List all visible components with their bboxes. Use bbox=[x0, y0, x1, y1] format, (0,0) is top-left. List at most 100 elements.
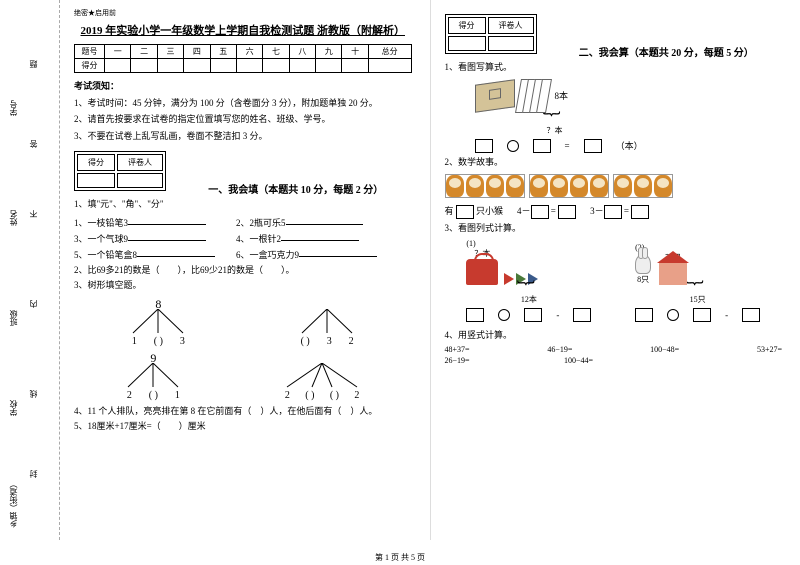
q2: 2、比69多21的数是（ ），比69少21的数是（ ）。 bbox=[74, 264, 412, 278]
spine-cut: 线 bbox=[28, 390, 39, 398]
monkey-icon bbox=[506, 175, 524, 197]
td: 得分 bbox=[75, 59, 105, 73]
th: 一 bbox=[105, 45, 131, 59]
page-footer: 第 1 页 共 5 页 bbox=[0, 552, 800, 563]
q1-item: 2、2瓶可乐5 bbox=[236, 215, 398, 229]
th: 九 bbox=[316, 45, 342, 59]
answer-box[interactable] bbox=[475, 139, 493, 153]
answer-box[interactable] bbox=[631, 205, 649, 219]
monkey-group bbox=[445, 174, 525, 198]
th: 七 bbox=[263, 45, 289, 59]
spine-cut: 不 bbox=[28, 210, 39, 218]
section-scorebox: 得分评卷人 bbox=[445, 14, 537, 54]
confidential-mark: 绝密★启用前 bbox=[74, 8, 412, 18]
monkey-group bbox=[529, 174, 609, 198]
brace: ？本 bbox=[465, 117, 645, 136]
q1-item: 1、一枝铅笔3 bbox=[74, 215, 236, 229]
th: 八 bbox=[289, 45, 315, 59]
section1-title: 一、我会填（本题共 10 分，每题 2 分） bbox=[208, 185, 383, 196]
answer-box[interactable] bbox=[584, 139, 602, 153]
q4: 4、11 个人排队，亮亮排在第 8 在它前面有（ ）人，在他后面有（ ）人。 bbox=[74, 405, 412, 419]
notice-header: 考试须知： bbox=[74, 79, 412, 92]
monkey-icon bbox=[446, 175, 464, 197]
spine-label: 学号 bbox=[8, 100, 19, 116]
section2-title: 二、我会算（本题共 20 分，每题 5 分） bbox=[579, 48, 754, 59]
monkey-group bbox=[613, 174, 673, 198]
monkey-icon bbox=[530, 175, 548, 197]
tree: 9 2( )1 bbox=[118, 351, 188, 401]
q1-items: 1、一枝铅笔3 2、2瓶可乐5 3、一个气球9 4、一根针2 5、一个铅笔盒8 … bbox=[74, 214, 412, 262]
operator-circle[interactable] bbox=[507, 140, 519, 152]
spine-cut: 答 bbox=[28, 140, 39, 148]
monkey-icon bbox=[634, 175, 652, 197]
calc-row: 26−19= 100−44= bbox=[445, 356, 783, 365]
monkey-icon bbox=[654, 175, 672, 197]
pages-icon bbox=[521, 79, 549, 113]
q5: 5、18厘米+17厘米=（ ）厘米 bbox=[74, 420, 412, 434]
th: 六 bbox=[236, 45, 262, 59]
monkey-icon bbox=[550, 175, 568, 197]
calc-row: 48+37= 46−19= 100−48= 53+27= bbox=[445, 345, 783, 354]
answer-box[interactable] bbox=[456, 205, 474, 219]
th: 三 bbox=[157, 45, 183, 59]
tree: 2( )( )2 bbox=[277, 351, 367, 401]
bag-icon bbox=[466, 259, 498, 285]
tree: ( )32 bbox=[292, 297, 362, 347]
monkey-icon bbox=[486, 175, 504, 197]
brace: 12本 bbox=[466, 286, 591, 305]
left-column: 绝密★启用前 2019 年实验小学一年级数学上学期自我检测试题 浙教版（附解析）… bbox=[60, 0, 430, 540]
monkey-icon bbox=[570, 175, 588, 197]
monkey-icon bbox=[614, 175, 632, 197]
notice-item: 1、考试时间：45 分钟，满分为 100 分（含卷面分 3 分），附加题单独 2… bbox=[74, 96, 412, 110]
equation-row: = （本） bbox=[475, 139, 783, 153]
score-table: 题号 一 二 三 四 五 六 七 八 九 十 总分 得分 bbox=[74, 44, 412, 73]
monkey-icon bbox=[590, 175, 608, 197]
exam-title: 2019 年实验小学一年级数学上学期自我检测试题 浙教版（附解析） bbox=[74, 22, 412, 38]
spine-cut: 题 bbox=[28, 60, 39, 68]
s2-q3: 3、看图列式计算。 bbox=[445, 222, 783, 236]
house-icon bbox=[659, 263, 687, 285]
book-icon bbox=[475, 79, 515, 113]
book-figure: 8本 bbox=[475, 79, 783, 113]
spine-label: 班级 bbox=[8, 310, 19, 326]
q1-stem: 1、填"元"、"角"、"分" bbox=[74, 198, 412, 212]
notice-item: 2、请首先按要求在试卷的指定位置填写您的姓名、班级、学号。 bbox=[74, 112, 412, 126]
answer-box[interactable] bbox=[558, 205, 576, 219]
books-label: 8本 bbox=[555, 89, 569, 102]
q1-item: 6、一盒巧克力9 bbox=[236, 247, 398, 261]
monkey-figure bbox=[445, 171, 783, 201]
shape-problems: (1) ？本 12本 - (2) 8只 ？只 15只 - bbox=[445, 239, 783, 325]
q1-item: 3、一个气球9 bbox=[74, 231, 236, 245]
q1-item: 5、一个铅笔盒8 bbox=[74, 247, 236, 261]
th: 五 bbox=[210, 45, 236, 59]
notice-item: 3、不要在试卷上乱写乱画，卷面不整洁扣 3 分。 bbox=[74, 129, 412, 143]
tree: 8 1( )3 bbox=[123, 297, 193, 347]
s2-q2: 2、数学故事。 bbox=[445, 156, 783, 170]
answer-box[interactable] bbox=[533, 139, 551, 153]
problem-1: (1) ？本 12本 - bbox=[466, 239, 591, 325]
s2-q1: 1、看图写算式。 bbox=[445, 61, 783, 75]
th: 十 bbox=[342, 45, 368, 59]
rabbit-icon bbox=[635, 254, 651, 274]
right-column: 得分评卷人 二、我会算（本题共 20 分，每题 5 分） 1、看图写算式。 8本… bbox=[431, 0, 800, 540]
answer-box[interactable] bbox=[531, 205, 549, 219]
binding-spine: 乡镇（街道） 学校 班级 姓名 学号 封 线 内 不 答 题 bbox=[0, 0, 60, 540]
th: 二 bbox=[131, 45, 157, 59]
q1-item: 4、一根针2 bbox=[236, 231, 398, 245]
th: 四 bbox=[184, 45, 210, 59]
th: 题号 bbox=[75, 45, 105, 59]
monkey-icon bbox=[466, 175, 484, 197]
answer-box[interactable] bbox=[604, 205, 622, 219]
spine-cut: 封 bbox=[28, 470, 39, 478]
tree-diagrams-2: 9 2( )1 2( )( )2 bbox=[74, 351, 412, 401]
spine-cut: 内 bbox=[28, 300, 39, 308]
brace: 15只 bbox=[635, 286, 760, 305]
problem-2: (2) 8只 ？只 15只 - bbox=[635, 243, 760, 325]
spine-label: 学校 bbox=[8, 400, 19, 416]
s2-q4: 4、用竖式计算。 bbox=[445, 329, 783, 343]
monkey-equation: 有 只小猴 4－ = 3－ = bbox=[445, 204, 783, 219]
th: 总分 bbox=[368, 45, 411, 59]
spine-label: 姓名 bbox=[8, 210, 19, 226]
q3: 3、树形填空题。 bbox=[74, 279, 412, 293]
section-scorebox: 得分评卷人 bbox=[74, 151, 166, 191]
